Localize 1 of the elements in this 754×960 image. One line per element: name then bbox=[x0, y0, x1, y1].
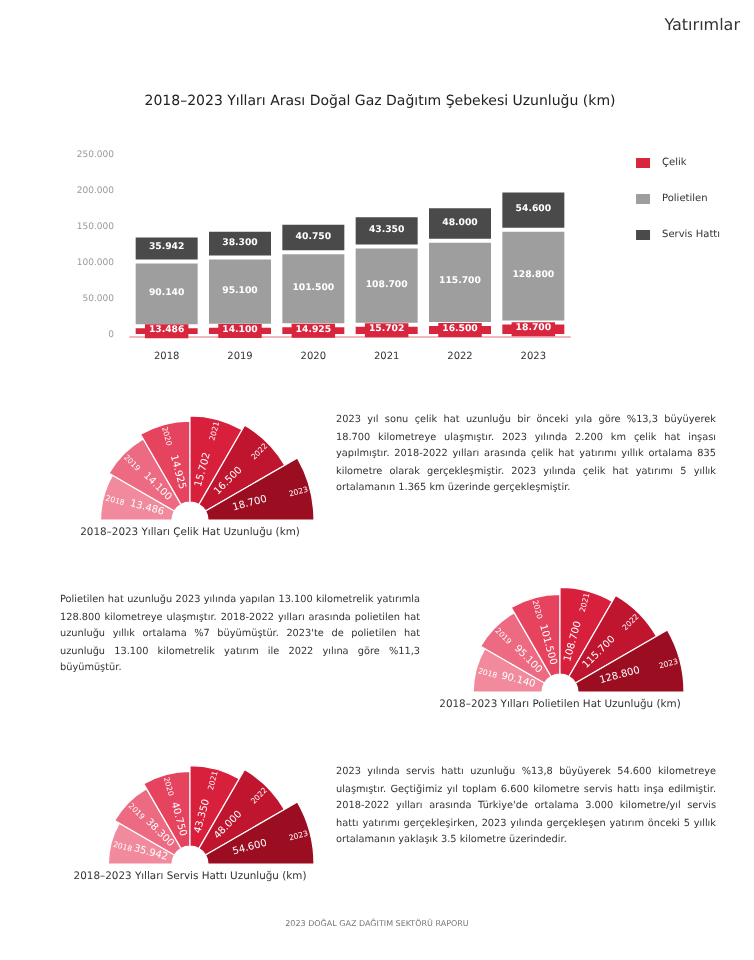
text: Yatırımlar bbox=[662, 14, 740, 38]
